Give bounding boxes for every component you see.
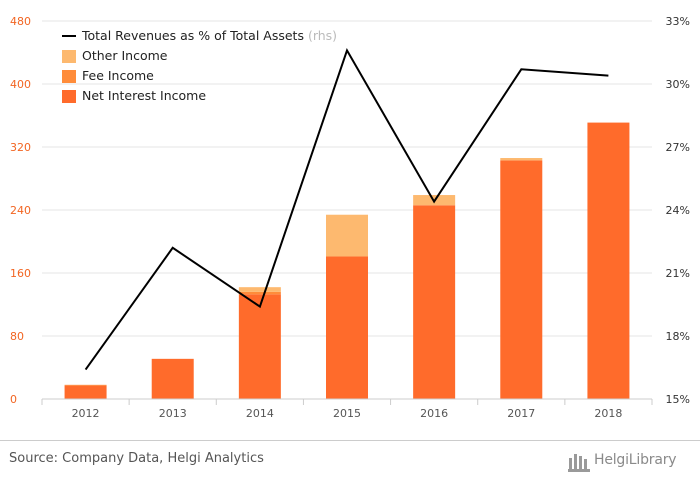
bar-fee-income-2012 [64,384,107,386]
y-left-tick-label: 480 [10,15,31,28]
bar-net-interest-income-2012 [64,385,107,399]
bar-net-interest-income-2017 [500,160,543,399]
gridlines [42,20,652,337]
bar-other-income-2015 [326,214,368,257]
y-right-tick-label: 18% [666,330,690,343]
bars-group [64,122,630,400]
logo-text: HelgiLibrary [594,452,677,468]
legend-label-net-interest-income: Net Interest Income [82,88,206,103]
legend-swatch-net-interest-income [62,90,76,103]
x-tick-label: 2017 [507,407,535,420]
legend-label-fee-income: Fee Income [82,68,154,83]
y-left-tick-label: 80 [10,330,24,343]
x-tick-label: 2012 [72,407,100,420]
y-right-tick-label: 33% [666,15,690,28]
bar-other-income-2017 [500,158,543,161]
legend-swatch-fee-income [62,70,76,83]
bar-other-income-2014 [238,287,281,292]
bar-net-interest-income-2015 [326,256,368,399]
bar-fee-income-2014 [238,291,281,295]
line-total-revenues-pct-assets [84,47,609,371]
y-right-tick-label: 24% [666,204,690,217]
y-right-tick-label: 21% [666,267,690,280]
legend-swatch-other-income [62,50,76,63]
y-left-tick-label: 320 [10,141,31,154]
revenue-chart: 0 80 160 240 320 400 480 15% 18% 21% 24% 27% 30% 33% 2… [10,15,690,420]
x-tick-label: 2016 [420,407,448,420]
line-series-group [84,47,609,371]
legend-label-total-revenues-as-pct-of-total-assets: Total Revenues as % of Total Assets (rhs… [81,28,337,43]
bar-net-interest-income-2016 [413,205,456,399]
y-right-tick-label: 27% [666,141,690,154]
bar-net-interest-income-2018 [587,122,630,400]
y-right-tick-label: 15% [666,393,690,406]
bar-net-interest-income-2013 [151,358,194,399]
footer: Source: Company Data, Helgi Analytics He… [0,440,700,483]
y-right-tick-label: 30% [666,78,690,91]
x-tick-label: 2014 [246,407,274,420]
legend-label-other-income: Other Income [82,48,168,63]
y-left-tick-label: 240 [10,204,31,217]
bar-net-interest-income-2014 [238,294,281,399]
y-left-tick-label: 0 [10,393,17,406]
y-left-tick-label: 400 [10,78,31,91]
legend: Total Revenues as % of Total Assets (rhs… [62,28,337,103]
axes-group: 0 80 160 240 320 400 480 15% 18% 21% 24% 27% 30% 33% 2… [10,15,690,420]
x-tick-label: 2018 [594,407,622,420]
footer-divider [0,440,700,441]
y-left-tick-label: 160 [10,267,31,280]
x-tick-label: 2013 [159,407,187,420]
x-tick-label: 2015 [333,407,361,420]
source-note: Source: Company Data, Helgi Analytics [9,451,264,466]
library-building-icon [568,454,590,472]
helgi-library-logo: HelgiLibrary [566,446,696,476]
legend-rhs-suffix: (rhs) [304,28,337,43]
